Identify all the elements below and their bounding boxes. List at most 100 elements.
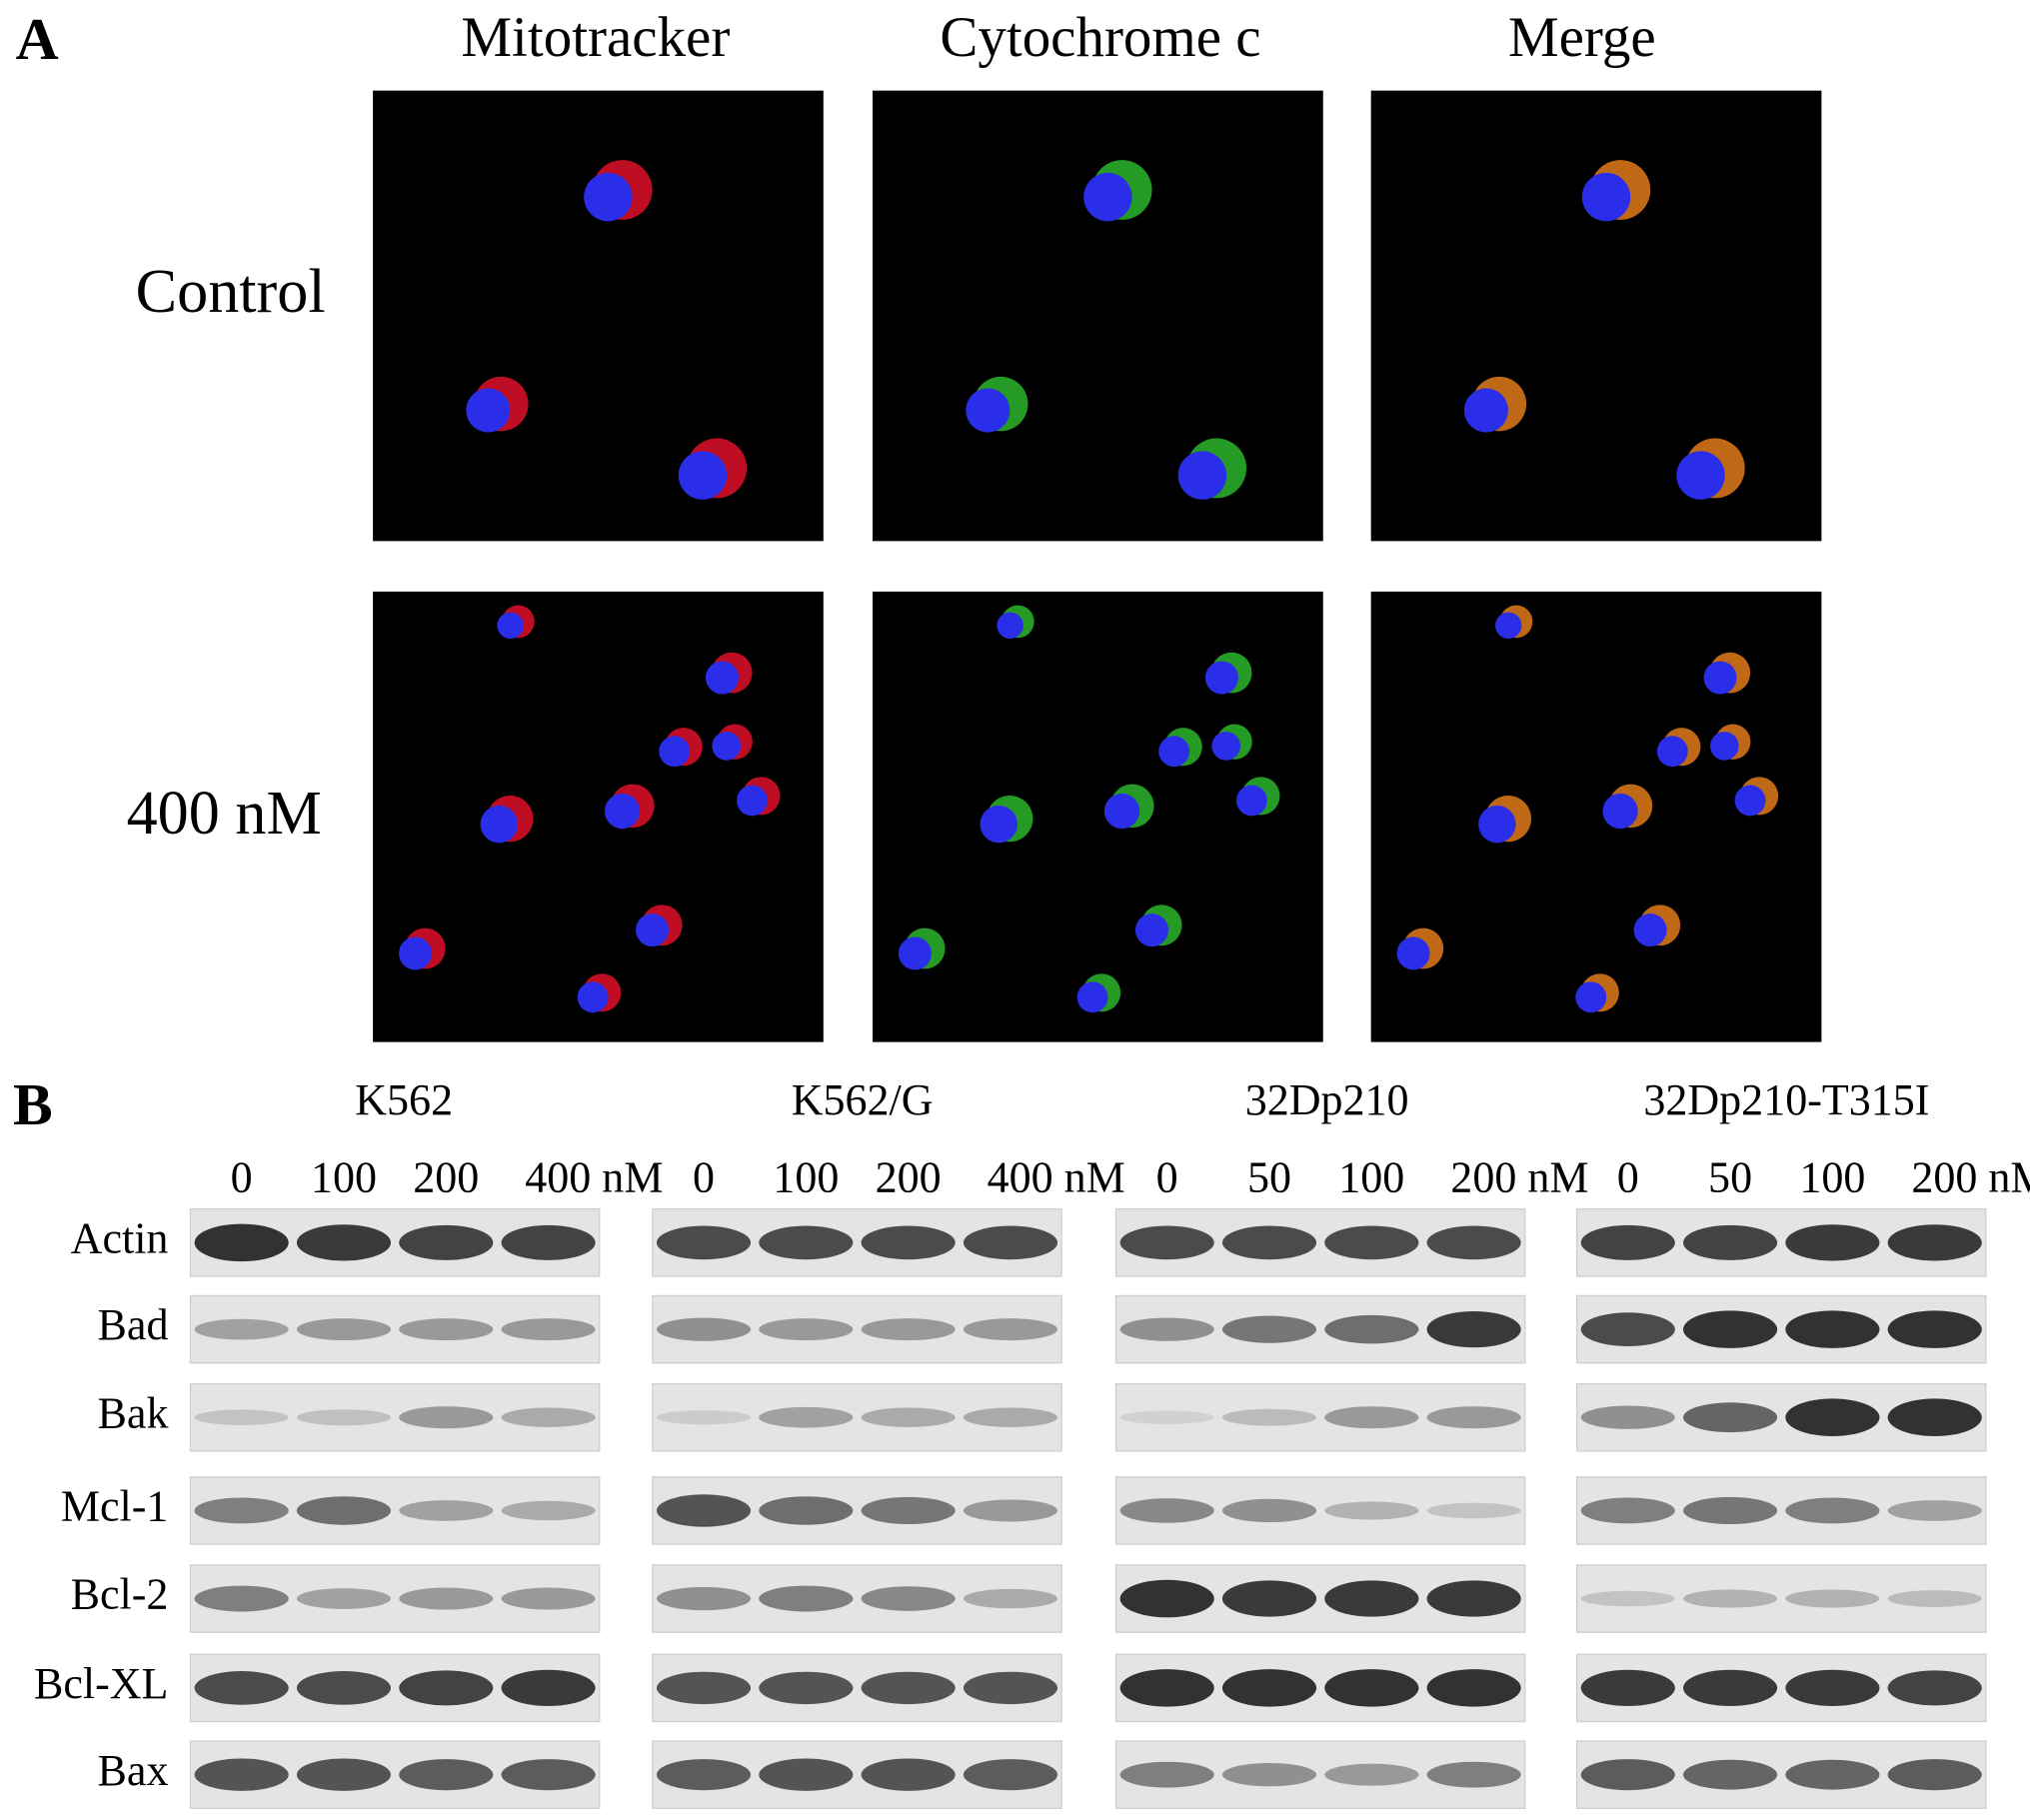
band <box>399 1587 494 1610</box>
band <box>759 1496 854 1525</box>
nucleus <box>980 805 1017 844</box>
nucleus <box>1602 793 1638 830</box>
protein-label: Mcl-1 <box>61 1482 169 1531</box>
band <box>1221 1408 1317 1426</box>
band <box>1580 1312 1675 1346</box>
blot-strip <box>1114 1382 1526 1452</box>
nucleus <box>1710 732 1739 761</box>
band <box>759 1225 854 1260</box>
band <box>1785 1310 1880 1348</box>
band <box>501 1759 596 1791</box>
nucleus <box>997 612 1023 640</box>
band <box>861 1407 956 1427</box>
blot-strip <box>1575 1208 1987 1277</box>
dose-label: 100 <box>1799 1153 1865 1202</box>
band <box>501 1500 596 1521</box>
nucleus <box>497 612 524 640</box>
nucleus <box>604 793 641 830</box>
micrograph <box>373 591 824 1042</box>
nucleus <box>1676 451 1725 500</box>
blot-strip <box>1575 1740 1987 1809</box>
dose-label: 200 nM <box>1450 1153 1588 1202</box>
band <box>861 1671 956 1705</box>
image-frame <box>373 90 824 542</box>
blot-strip <box>1575 1653 1987 1723</box>
protein-label: Bak <box>98 1388 170 1437</box>
column-title: Merge <box>1508 6 1656 69</box>
band <box>1324 1225 1419 1260</box>
blot-strip <box>189 1740 601 1809</box>
band <box>656 1494 752 1527</box>
blot-strip <box>652 1740 1062 1809</box>
band <box>1426 1406 1521 1429</box>
band <box>1785 1224 1880 1261</box>
band <box>759 1585 854 1612</box>
band <box>861 1586 956 1611</box>
nucleus <box>966 388 1011 433</box>
band <box>1426 1311 1521 1348</box>
band <box>1887 1310 1982 1348</box>
band <box>759 1758 854 1791</box>
band <box>501 1669 596 1707</box>
protein-label: Actin <box>71 1213 169 1262</box>
band <box>1683 1224 1778 1260</box>
nucleus <box>636 913 670 947</box>
band <box>1785 1398 1880 1436</box>
band <box>1324 1763 1419 1786</box>
dose-label: 400 nM <box>525 1153 663 1202</box>
column-title: Mitotracker <box>461 6 730 69</box>
band <box>759 1318 854 1341</box>
band <box>861 1318 956 1341</box>
protein-label: Bcl-XL <box>34 1659 168 1708</box>
band <box>1785 1497 1880 1524</box>
blot-strip <box>189 1294 601 1364</box>
band <box>501 1318 596 1341</box>
band <box>399 1759 494 1791</box>
blot-strip <box>189 1208 601 1277</box>
band <box>1221 1580 1317 1617</box>
nucleus <box>480 805 519 844</box>
band <box>759 1406 854 1428</box>
micrograph <box>873 591 1323 1042</box>
nucleus <box>1463 388 1508 433</box>
blot-strip <box>1114 1476 1526 1545</box>
band <box>1785 1669 1880 1707</box>
nucleus <box>737 785 768 817</box>
nucleus <box>1103 793 1140 830</box>
band <box>1580 1405 1675 1429</box>
nucleus <box>1134 913 1168 947</box>
cell-line-label: 32Dp210 <box>1245 1075 1409 1124</box>
blot-strip <box>652 1294 1062 1364</box>
nucleus <box>1495 612 1522 640</box>
band <box>1785 1759 1880 1790</box>
band <box>656 1759 752 1791</box>
band <box>1221 1763 1317 1787</box>
band <box>296 1318 392 1341</box>
blot-strip <box>1575 1476 1987 1545</box>
nucleus <box>1575 981 1607 1013</box>
band <box>194 1758 289 1791</box>
band <box>1683 1759 1778 1790</box>
band <box>1119 1317 1214 1341</box>
band <box>1887 1759 1982 1791</box>
band <box>963 1499 1058 1522</box>
nucleus <box>577 981 609 1013</box>
band <box>963 1588 1058 1609</box>
band <box>1580 1497 1675 1524</box>
blot-strip <box>1114 1564 1526 1633</box>
band <box>1785 1589 1880 1608</box>
nucleus <box>678 451 728 500</box>
band <box>1580 1590 1675 1607</box>
image-frame <box>873 90 1323 542</box>
dose-label: 400 nM <box>988 1153 1125 1202</box>
band <box>1683 1589 1778 1608</box>
band <box>194 1671 289 1705</box>
dose-label: 200 <box>413 1153 479 1202</box>
band <box>296 1409 392 1426</box>
blot-strip <box>189 1653 601 1723</box>
band <box>963 1759 1058 1791</box>
blot-strip <box>1114 1208 1526 1277</box>
band <box>1580 1759 1675 1791</box>
nucleus <box>584 172 633 222</box>
nucleus <box>659 736 691 768</box>
